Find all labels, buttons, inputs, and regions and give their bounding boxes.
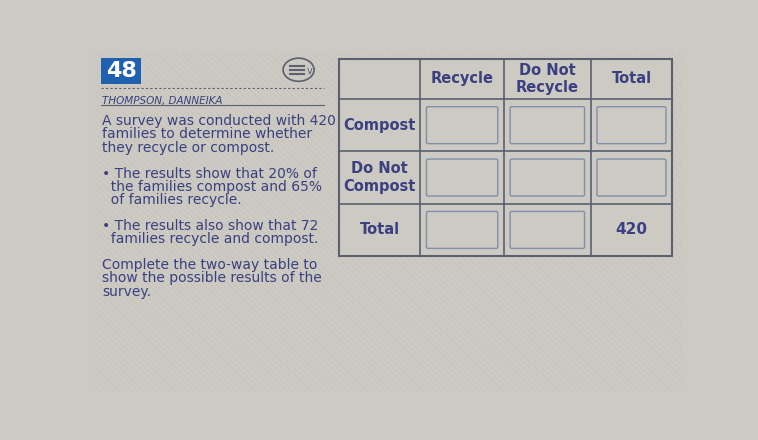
Text: Total: Total [612, 71, 651, 87]
Text: • The results show that 20% of: • The results show that 20% of [102, 167, 318, 181]
Text: families recycle and compost.: families recycle and compost. [102, 232, 319, 246]
FancyBboxPatch shape [427, 159, 498, 196]
Text: survey.: survey. [102, 285, 152, 299]
Text: Compost: Compost [343, 117, 415, 133]
Text: Do Not
Compost: Do Not Compost [343, 161, 415, 194]
FancyBboxPatch shape [510, 106, 584, 143]
FancyBboxPatch shape [597, 106, 666, 143]
Text: 48: 48 [105, 61, 136, 81]
Bar [101, 58, 141, 84]
Text: families to determine whether: families to determine whether [102, 128, 312, 142]
Text: Do Not
Recycle: Do Not Recycle [516, 63, 579, 95]
FancyBboxPatch shape [427, 212, 498, 248]
FancyBboxPatch shape [510, 212, 584, 248]
Text: 420: 420 [615, 222, 647, 238]
FancyBboxPatch shape [510, 159, 584, 196]
FancyBboxPatch shape [427, 106, 498, 143]
Text: • The results also show that 72: • The results also show that 72 [102, 219, 319, 233]
Bar [339, 59, 672, 256]
Text: they recycle or compost.: they recycle or compost. [102, 141, 274, 154]
Text: v: v [307, 66, 313, 76]
Text: THOMPSON, DANNEIKA: THOMPSON, DANNEIKA [102, 96, 223, 106]
Text: show the possible results of the: show the possible results of the [102, 271, 322, 286]
Text: A survey was conducted with 420: A survey was conducted with 420 [102, 114, 337, 128]
Text: Total: Total [359, 222, 399, 238]
Text: the families compost and 65%: the families compost and 65% [102, 180, 322, 194]
Text: Recycle: Recycle [431, 71, 493, 87]
FancyBboxPatch shape [597, 159, 666, 196]
Text: of families recycle.: of families recycle. [102, 193, 242, 207]
Text: Complete the two-way table to: Complete the two-way table to [102, 258, 318, 272]
